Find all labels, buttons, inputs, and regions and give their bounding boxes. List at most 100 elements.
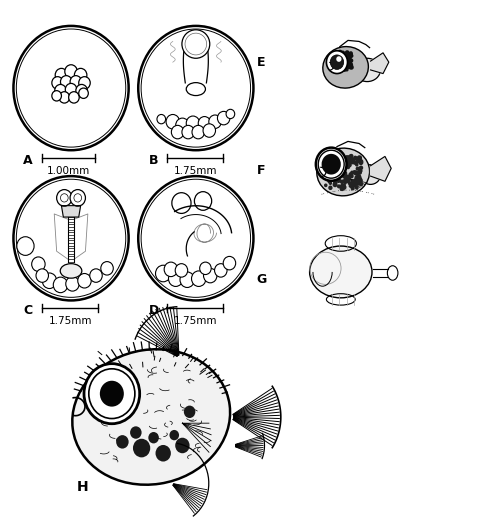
Circle shape xyxy=(337,172,339,175)
Circle shape xyxy=(324,176,326,178)
Circle shape xyxy=(198,117,211,130)
Circle shape xyxy=(345,56,348,60)
Circle shape xyxy=(334,59,337,62)
Circle shape xyxy=(347,56,350,60)
Circle shape xyxy=(356,157,358,160)
Circle shape xyxy=(156,445,171,462)
Circle shape xyxy=(340,60,342,63)
Ellipse shape xyxy=(310,246,372,298)
Circle shape xyxy=(341,161,344,164)
Circle shape xyxy=(359,179,361,181)
Circle shape xyxy=(335,167,339,171)
Circle shape xyxy=(332,172,336,176)
Circle shape xyxy=(55,84,66,97)
Circle shape xyxy=(350,55,353,57)
Circle shape xyxy=(351,181,354,184)
Circle shape xyxy=(133,439,150,457)
Circle shape xyxy=(330,59,333,62)
Circle shape xyxy=(337,172,340,175)
Circle shape xyxy=(209,115,221,128)
Circle shape xyxy=(52,77,63,89)
Circle shape xyxy=(329,160,332,163)
Circle shape xyxy=(341,55,344,59)
Circle shape xyxy=(13,176,129,300)
Circle shape xyxy=(337,66,340,69)
Circle shape xyxy=(347,56,350,59)
Circle shape xyxy=(335,171,337,174)
Circle shape xyxy=(329,165,333,168)
Circle shape xyxy=(343,68,346,70)
Circle shape xyxy=(346,51,349,55)
Circle shape xyxy=(331,67,333,69)
Circle shape xyxy=(338,50,342,54)
Circle shape xyxy=(356,164,358,166)
Text: A: A xyxy=(23,154,33,167)
Circle shape xyxy=(343,63,346,66)
Circle shape xyxy=(340,161,344,165)
Circle shape xyxy=(343,66,345,69)
Circle shape xyxy=(345,159,349,163)
Circle shape xyxy=(347,166,349,168)
Circle shape xyxy=(349,66,352,69)
Circle shape xyxy=(350,66,353,69)
Circle shape xyxy=(340,156,343,159)
Circle shape xyxy=(341,56,344,60)
Circle shape xyxy=(341,164,345,168)
Circle shape xyxy=(358,159,360,162)
Circle shape xyxy=(341,171,345,175)
Circle shape xyxy=(324,159,326,161)
Circle shape xyxy=(360,160,362,163)
Circle shape xyxy=(348,55,351,58)
Circle shape xyxy=(338,164,341,167)
Circle shape xyxy=(166,114,180,129)
Circle shape xyxy=(157,114,166,124)
Text: 1.00mm: 1.00mm xyxy=(47,166,90,176)
Circle shape xyxy=(328,180,331,183)
Circle shape xyxy=(334,181,336,184)
Circle shape xyxy=(353,171,356,174)
Circle shape xyxy=(200,262,211,275)
Circle shape xyxy=(352,161,355,164)
Circle shape xyxy=(345,58,348,62)
Circle shape xyxy=(215,264,227,277)
Circle shape xyxy=(351,171,353,174)
Circle shape xyxy=(360,178,361,181)
Circle shape xyxy=(330,60,334,63)
Circle shape xyxy=(343,175,346,178)
Circle shape xyxy=(359,156,361,160)
Circle shape xyxy=(334,66,336,68)
Text: H: H xyxy=(77,480,88,494)
Circle shape xyxy=(337,171,340,174)
Circle shape xyxy=(84,364,140,424)
Circle shape xyxy=(358,167,360,170)
Circle shape xyxy=(66,277,79,291)
Circle shape xyxy=(330,55,344,69)
Text: E: E xyxy=(257,55,265,69)
Circle shape xyxy=(349,185,351,187)
Circle shape xyxy=(335,56,338,60)
Circle shape xyxy=(347,59,349,62)
Circle shape xyxy=(331,158,334,162)
Circle shape xyxy=(346,56,349,60)
Circle shape xyxy=(350,54,352,56)
Circle shape xyxy=(334,163,336,165)
Circle shape xyxy=(168,271,183,286)
Circle shape xyxy=(359,169,362,172)
Circle shape xyxy=(344,157,346,160)
Circle shape xyxy=(180,272,194,287)
Circle shape xyxy=(346,175,350,179)
Circle shape xyxy=(322,154,341,175)
Circle shape xyxy=(345,178,347,181)
Circle shape xyxy=(345,180,348,182)
Circle shape xyxy=(326,160,328,162)
Circle shape xyxy=(358,156,361,160)
Circle shape xyxy=(338,159,341,163)
Ellipse shape xyxy=(317,148,370,196)
Text: C: C xyxy=(23,304,32,318)
Circle shape xyxy=(343,56,345,58)
Circle shape xyxy=(325,177,328,179)
Circle shape xyxy=(342,66,345,68)
Circle shape xyxy=(348,54,351,57)
Circle shape xyxy=(345,58,348,62)
Circle shape xyxy=(342,162,346,165)
